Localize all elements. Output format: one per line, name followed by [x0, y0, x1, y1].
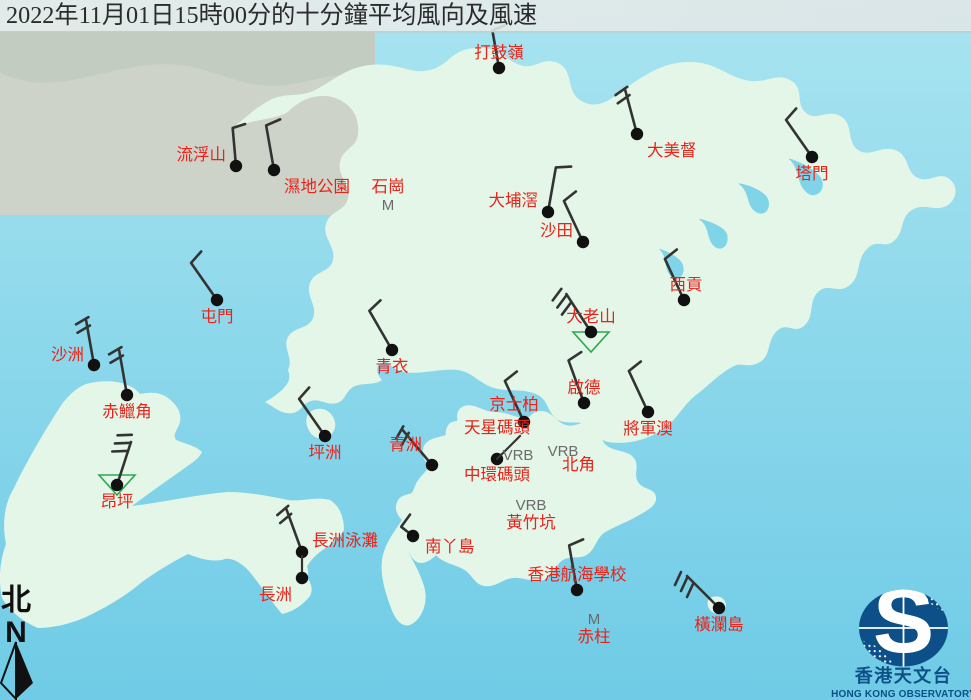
svg-text:青洲: 青洲 [389, 435, 422, 454]
svg-text:HONG KONG OBSERVATORY: HONG KONG OBSERVATORY [831, 689, 971, 700]
svg-text:香港航海學校: 香港航海學校 [528, 565, 627, 584]
svg-text:西貢: 西貢 [670, 276, 703, 294]
svg-text:黃竹坑: 黃竹坑 [506, 513, 556, 532]
svg-text:長洲: 長洲 [259, 586, 292, 604]
svg-text:M: M [382, 197, 395, 214]
svg-text:M: M [588, 611, 601, 628]
svg-text:南丫島: 南丫島 [425, 537, 475, 556]
svg-text:沙洲: 沙洲 [51, 346, 84, 364]
svg-text:將軍澳: 將軍澳 [623, 419, 673, 438]
svg-text:赤柱: 赤柱 [578, 627, 611, 646]
svg-text:屯門: 屯門 [201, 307, 234, 326]
svg-text:沙田: 沙田 [540, 222, 573, 240]
svg-text:大埔滘: 大埔滘 [489, 191, 539, 210]
svg-text:2022年11月01日15時00分的十分鐘平均風向及風速: 2022年11月01日15時00分的十分鐘平均風向及風速 [6, 2, 537, 29]
svg-text:橫瀾島: 橫瀾島 [694, 615, 744, 634]
svg-text:濕地公園: 濕地公園 [284, 177, 350, 196]
svg-text:昂坪: 昂坪 [101, 492, 134, 511]
svg-text:天星碼頭: 天星碼頭 [464, 419, 531, 437]
svg-text:塔門: 塔門 [796, 164, 829, 183]
svg-text:北: 北 [1, 584, 31, 617]
svg-text:流浮山: 流浮山 [177, 145, 227, 164]
svg-text:VRB: VRB [548, 443, 579, 460]
svg-text:大老山: 大老山 [566, 307, 616, 326]
svg-text:VRB: VRB [516, 497, 547, 514]
svg-text:打鼓嶺: 打鼓嶺 [474, 43, 524, 62]
svg-text:長洲泳灘: 長洲泳灘 [312, 531, 378, 550]
svg-text:啟德: 啟德 [568, 378, 601, 397]
svg-text:大美督: 大美督 [647, 141, 697, 160]
svg-text:青衣: 青衣 [376, 357, 409, 376]
svg-text:京士柏: 京士柏 [489, 395, 539, 414]
svg-text:中環碼頭: 中環碼頭 [464, 465, 531, 484]
svg-text:香港天文台: 香港天文台 [854, 665, 953, 686]
svg-text:石崗: 石崗 [372, 177, 405, 196]
svg-text:坪洲: 坪洲 [309, 443, 342, 462]
svg-text:赤鱲角: 赤鱲角 [102, 402, 152, 421]
svg-text:VRB: VRB [503, 447, 534, 464]
